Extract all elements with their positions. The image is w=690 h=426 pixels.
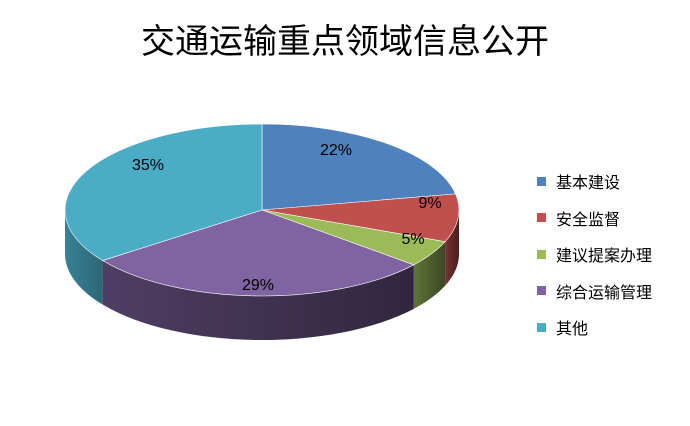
pie-side-3 [102, 260, 414, 340]
data-label-4: 35% [132, 157, 164, 174]
legend-label: 基本建设 [556, 173, 621, 193]
pie-side-4 [65, 210, 103, 305]
pie-slice-4 [64, 123, 263, 261]
pie-side-1 [445, 210, 459, 286]
data-label-1: 9% [418, 195, 441, 212]
pie-slice-3 [101, 209, 415, 297]
legend-label: 其他 [556, 319, 589, 339]
legend: 基本建设安全监督建议提案办理 综合运输管理 其他 [537, 163, 652, 346]
pie-slice-0 [261, 123, 456, 211]
legend-label: 综合运输管理 [556, 282, 653, 302]
legend-item: 安全监督 [537, 200, 652, 237]
legend-label: 安全监督 [556, 209, 621, 229]
legend-swatch [537, 213, 546, 223]
legend-swatch [537, 322, 546, 332]
pie-side-2 [413, 241, 446, 309]
legend-item: 其他 [537, 309, 652, 346]
legend-swatch [537, 286, 546, 296]
data-label-2: 5% [401, 231, 424, 248]
legend-item: 基本建设 [537, 163, 652, 200]
legend-swatch [537, 249, 546, 259]
legend-item: 综合运输管理 [537, 273, 652, 310]
data-label-0: 22% [320, 142, 352, 159]
data-label-3: 29% [242, 277, 274, 294]
legend-item: 建议提案办理 [537, 236, 652, 273]
legend-swatch [537, 176, 546, 186]
legend-label: 建议提案办理 [556, 246, 653, 266]
pie-slice-1 [261, 193, 460, 242]
chart-title: 交通运输重点领域信息公开 [141, 22, 549, 62]
